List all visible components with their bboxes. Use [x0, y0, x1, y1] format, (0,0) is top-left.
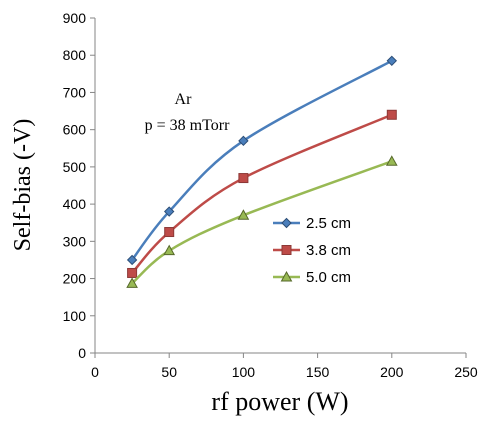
- y-tick-label: 200: [63, 271, 87, 287]
- series-5-0-cm: [126, 155, 398, 288]
- annotation-pressure: p = 38 mTorr: [145, 117, 230, 134]
- y-tick-label: 900: [63, 10, 87, 26]
- x-tick-label: 100: [232, 364, 256, 380]
- data-point: [238, 135, 249, 147]
- data-point: [238, 173, 249, 184]
- data-point: [163, 206, 175, 217]
- y-tick-label: 300: [63, 233, 87, 249]
- legend-entry-5-0cm: 5.0 cm: [273, 269, 351, 286]
- x-tick-label: 250: [454, 364, 478, 380]
- series-3-8-cm: [127, 109, 397, 278]
- y-tick-label: 700: [63, 84, 87, 100]
- data-point: [127, 267, 138, 278]
- y-axis-title: Self-bias (-V): [10, 119, 36, 252]
- legend-marker-square-icon: [281, 245, 292, 255]
- data-point: [163, 244, 176, 256]
- axes: 0 100 200 300 400 500 600 700 800 900 0 50 100 150 200…: [63, 10, 478, 380]
- y-tick-label: 0: [78, 345, 86, 361]
- series-line: [131, 59, 393, 261]
- y-tick-label: 500: [63, 159, 87, 175]
- y-tick-label: 400: [63, 196, 87, 212]
- data-point: [126, 254, 138, 266]
- legend: 2.5 cm 3.8 cm 5.0 cm: [273, 215, 351, 286]
- legend-label-5-0cm: 5.0 cm: [306, 269, 351, 286]
- series-line: [131, 113, 393, 274]
- y-tick-label: 100: [63, 308, 87, 324]
- annotation-gas: Ar: [175, 91, 193, 108]
- series-layer: [126, 55, 398, 288]
- x-tick-label: 50: [161, 364, 177, 380]
- data-point: [386, 55, 398, 67]
- legend-label-3-8cm: 3.8 cm: [306, 242, 351, 259]
- data-point: [126, 277, 138, 288]
- data-point: [237, 209, 250, 220]
- data-point: [164, 227, 175, 238]
- legend-label-2-5cm: 2.5 cm: [306, 215, 351, 232]
- legend-entry-2-5cm: 2.5 cm: [273, 215, 351, 232]
- series-2-5-cm: [126, 55, 398, 266]
- x-tick-label: 150: [306, 364, 330, 380]
- x-tick-label: 200: [380, 364, 404, 380]
- data-point: [385, 155, 398, 166]
- x-tick-label: 0: [91, 364, 99, 380]
- legend-entry-3-8cm: 3.8 cm: [273, 242, 351, 259]
- y-tick-label: 800: [63, 47, 87, 63]
- data-point: [386, 109, 397, 120]
- y-tick-label: 600: [63, 122, 87, 138]
- series-line: [131, 160, 393, 285]
- legend-marker-diamond-icon: [281, 217, 292, 229]
- legend-marker-triangle-icon: [280, 270, 293, 282]
- x-axis-title: rf power (W): [211, 387, 348, 416]
